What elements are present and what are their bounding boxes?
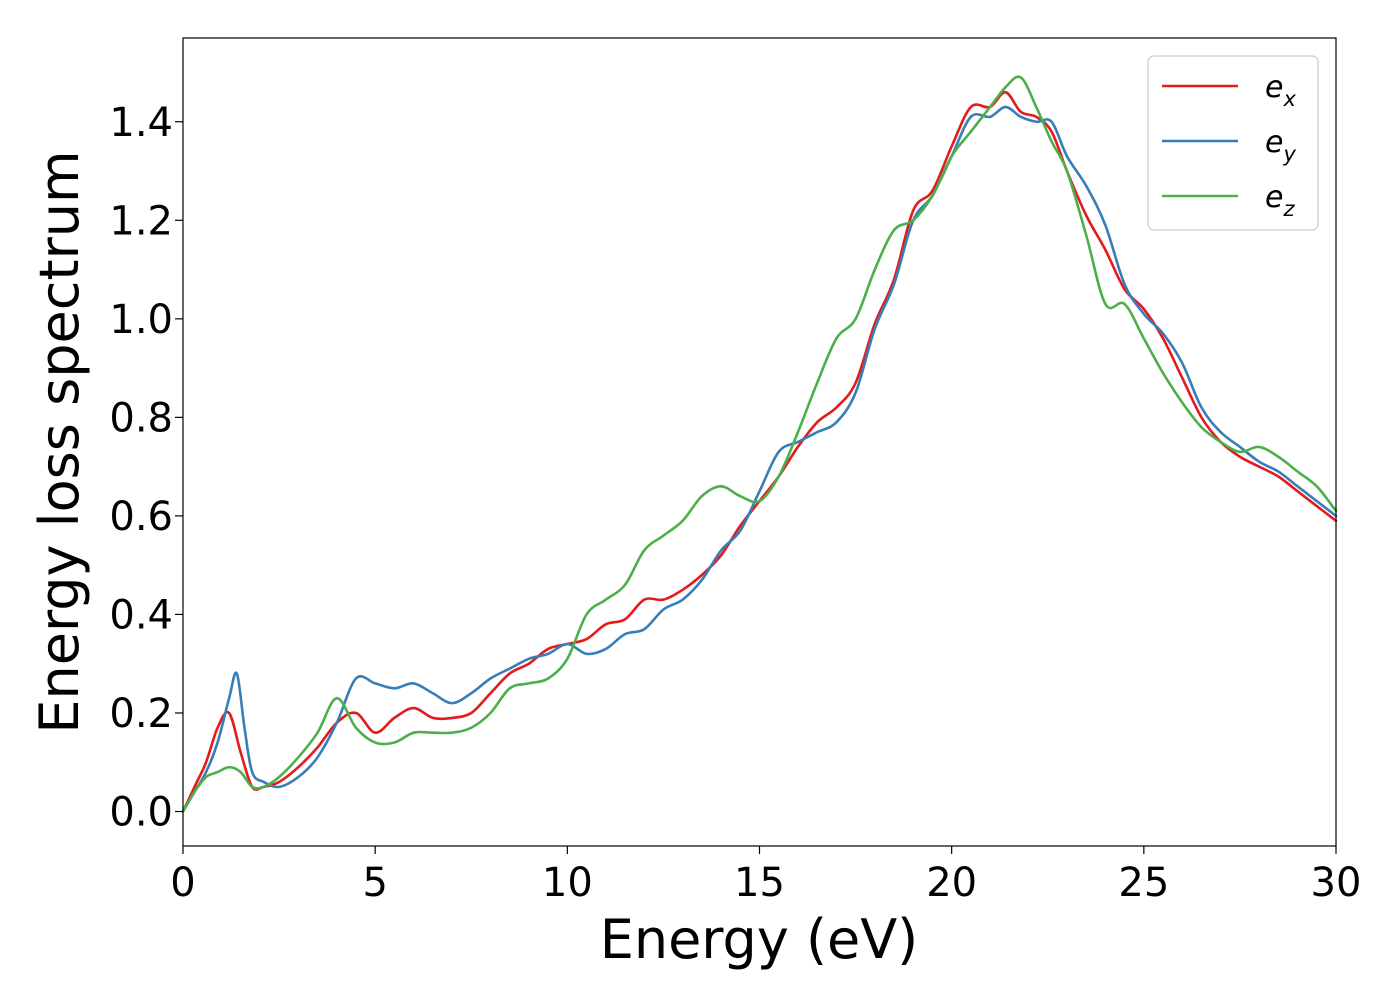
y-axis-title: Energy loss spectrum	[28, 150, 91, 733]
series-line-ez	[181, 75, 1338, 813]
x-axis-ticks: 0 5 10 15 20 25 30	[170, 846, 1361, 906]
y-axis-ticks: 0.0 0.2 0.4 0.6 0.8 1.0 1.2 1.4	[109, 100, 183, 836]
y-tick-label: 1.2	[109, 198, 173, 244]
x-tick-label: 10	[542, 860, 593, 906]
legend-subscript: x	[1282, 87, 1296, 111]
legend-subscript: z	[1282, 197, 1295, 221]
x-axis-title: Energy (eV)	[600, 908, 919, 971]
y-tick-label: 0.6	[109, 494, 173, 540]
x-tick-label: 20	[926, 860, 977, 906]
x-tick-label: 0	[170, 860, 195, 906]
x-tick-label: 25	[1118, 860, 1169, 906]
x-tick-label: 5	[362, 860, 387, 906]
x-tick-label: 30	[1311, 860, 1362, 906]
series-layer	[181, 75, 1338, 813]
y-tick-label: 1.4	[109, 100, 173, 146]
y-tick-label: 0.2	[109, 691, 173, 737]
y-tick-label: 0.4	[109, 592, 173, 638]
x-tick-label: 15	[734, 860, 785, 906]
series-line-ey	[181, 105, 1338, 813]
y-tick-label: 1.0	[109, 297, 173, 343]
y-tick-label: 0.0	[109, 790, 173, 836]
y-tick-label: 0.8	[109, 395, 173, 441]
legend-subscript: y	[1282, 142, 1296, 166]
legend-box	[1147, 55, 1319, 231]
